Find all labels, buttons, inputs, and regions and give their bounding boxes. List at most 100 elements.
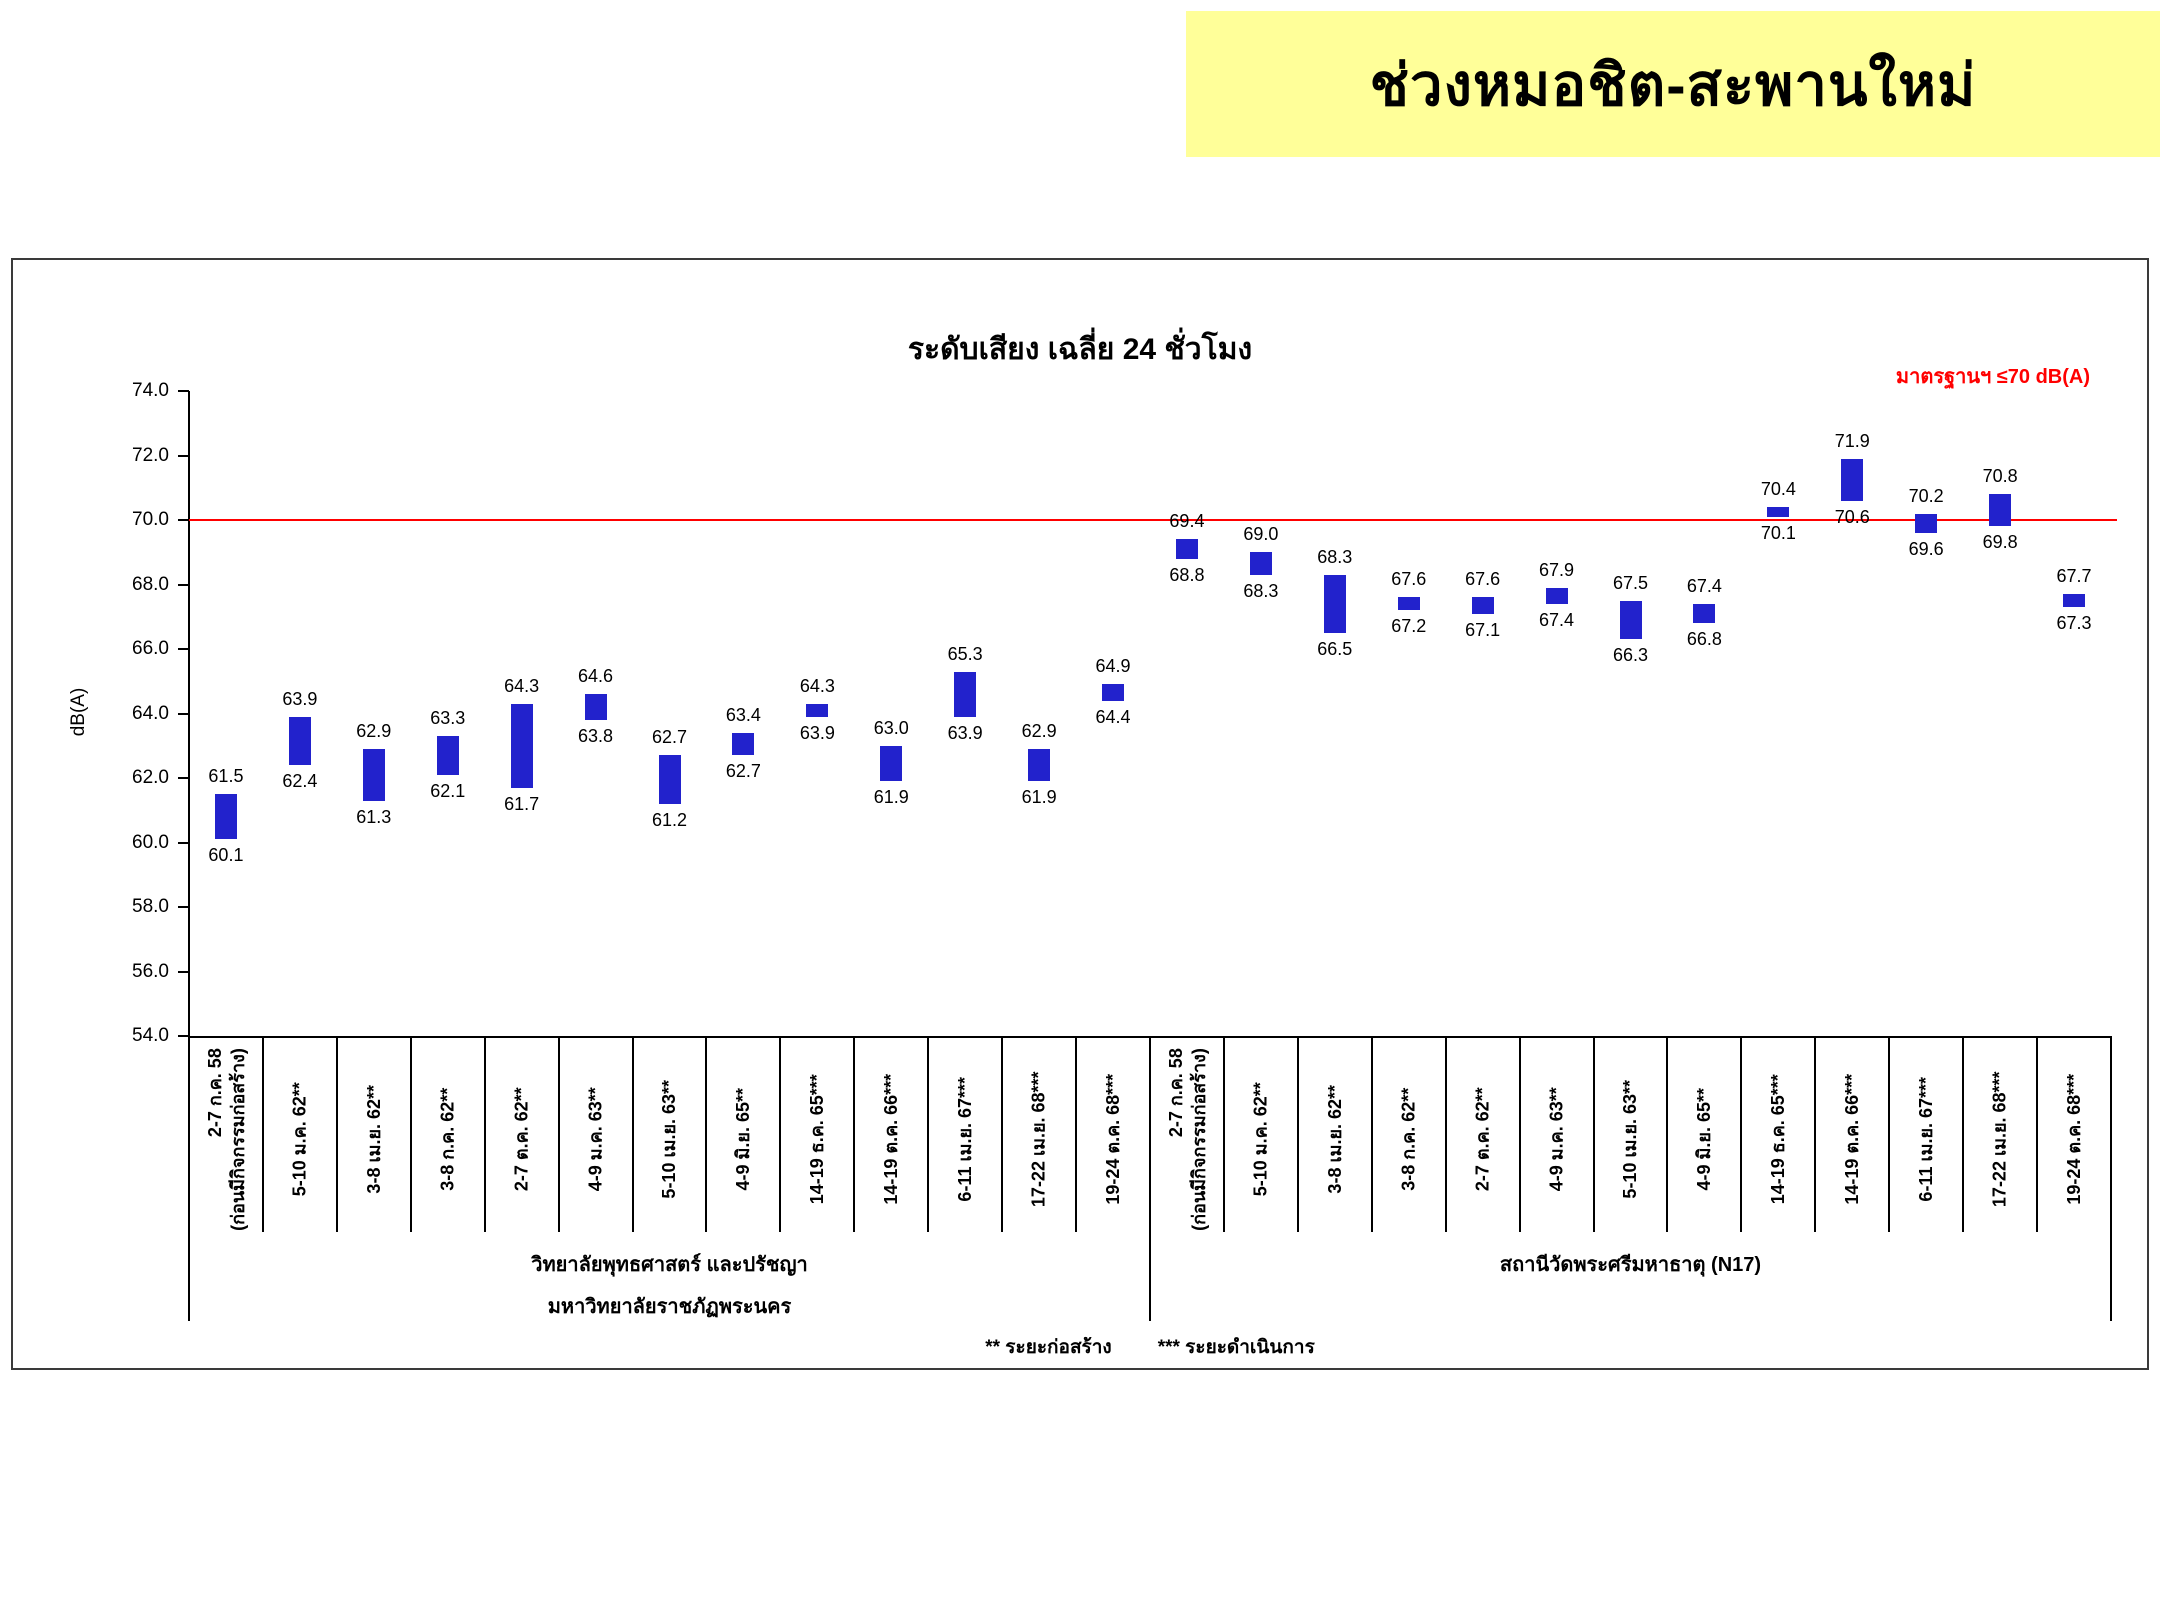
range-bar [1471, 597, 1494, 614]
x-category-label: 3-8 เม.ย. 62** [363, 1084, 384, 1194]
category-separator [1888, 1036, 1890, 1232]
bar-max-label: 67.7 [2056, 566, 2092, 587]
range-bar [2063, 594, 2086, 608]
bar-max-label: 70.2 [1908, 485, 1944, 506]
x-category-label: 17-22 เม.ย. 68*** [1989, 1071, 2010, 1207]
y-tick-mark [178, 519, 189, 521]
category-separator [927, 1036, 929, 1232]
footnote: ** ระยะก่อสร้าง *** ระยะดำเนินการ [189, 1332, 2111, 1362]
bar-max-label: 62.9 [356, 720, 392, 741]
bar-min-label: 60.1 [208, 845, 244, 866]
bar-max-label: 62.7 [651, 727, 688, 748]
range-bar [1693, 603, 1716, 624]
bar-min-label: 63.8 [578, 725, 614, 746]
bar-max-label: 67.5 [1612, 572, 1649, 593]
y-tick-label: 60.0 [132, 831, 169, 853]
x-category-cell: 14-19 ต.ค. 66*** [854, 1040, 928, 1238]
bar-min-label: 61.7 [504, 793, 540, 814]
bar-min-label: 61.9 [1021, 787, 1057, 808]
x-category-cell: 14-19 ธ.ค. 65*** [1741, 1040, 1815, 1238]
y-tick-label: 56.0 [132, 960, 169, 982]
bar-min-label: 70.1 [1760, 522, 1796, 543]
y-tick-mark [178, 777, 189, 779]
range-bar [584, 694, 607, 720]
x-category-label: 6-11 เม.ย. 67*** [1915, 1076, 1936, 1202]
x-category-label: 14-19 ธ.ค. 65*** [807, 1073, 828, 1205]
y-tick-label: 62.0 [132, 767, 169, 788]
bar-max-label: 63.3 [430, 708, 466, 729]
category-separator [632, 1036, 634, 1232]
y-tick-label: 72.0 [132, 444, 169, 466]
category-separator [779, 1036, 781, 1232]
y-tick-mark [178, 970, 189, 973]
bar-min-label: 67.3 [2056, 613, 2092, 634]
category-separator [1593, 1036, 1595, 1232]
x-category-cell: 6-11 เม.ย. 67*** [1889, 1040, 1963, 1238]
y-axis-title: dB(A) [68, 687, 89, 737]
bar-max-label: 69.0 [1243, 524, 1279, 545]
range-bar [1323, 574, 1346, 633]
range-bar [954, 671, 977, 717]
bar-min-label: 67.4 [1539, 609, 1575, 630]
y-tick-label: 64.0 [132, 702, 169, 724]
category-separator [1519, 1036, 1521, 1232]
range-bar [214, 794, 237, 840]
category-separator [1814, 1036, 1816, 1232]
x-category-label: 3-8 ก.ค. 62** [1398, 1087, 1419, 1191]
bar-max-label: 65.3 [947, 643, 983, 664]
y-tick-label: 70.0 [132, 509, 169, 530]
range-bar [806, 703, 829, 717]
x-category-cell: 3-8 เม.ย. 62** [337, 1040, 411, 1238]
category-separator [1962, 1036, 1964, 1232]
range-bar [880, 745, 903, 782]
x-category-label: 4-9 มิ.ย. 65** [1694, 1087, 1715, 1191]
x-category-label: 14-19 ต.ค. 66*** [1842, 1073, 1863, 1205]
y-tick-label: 66.0 [132, 638, 169, 659]
bar-min-label: 66.3 [1612, 645, 1649, 666]
chart-title: ระดับเสียง เฉลี่ย 24 ชั่วโมง [907, 333, 1253, 366]
x-category-label: 5-10 ม.ค. 62** [1250, 1082, 1271, 1196]
x-category-cell: 19-24 ต.ค. 68*** [1076, 1040, 1150, 1238]
bar-max-label: 67.9 [1539, 559, 1575, 580]
x-category-cell: 17-22 เม.ย. 68*** [1963, 1040, 2037, 1238]
range-bar [1028, 748, 1051, 782]
category-separator [1371, 1036, 1373, 1232]
x-category-cell: 14-19 ธ.ค. 65*** [780, 1040, 854, 1238]
bar-min-label: 70.6 [1834, 506, 1870, 527]
x-category-label: 2-7 ก.ค. 58 (ก่อนมีกิจกรรมก่อสร้าง) [204, 1047, 247, 1231]
section-banner-title: ช่วงหมอชิต-สะพานใหม่ [1369, 52, 1977, 118]
x-category-cell: 5-10 ม.ค. 62** [263, 1040, 337, 1238]
bar-max-label: 69.4 [1169, 511, 1205, 532]
x-category-cell: 19-24 ต.ค. 68*** [2037, 1040, 2111, 1238]
footnote-operation: *** ระยะดำเนินการ [1157, 1337, 1315, 1358]
bar-min-label: 67.2 [1391, 616, 1427, 637]
bar-max-label: 67.6 [1391, 569, 1427, 590]
bar-max-label: 64.3 [504, 675, 540, 696]
bar-max-label: 64.3 [799, 675, 835, 696]
bar-max-label: 68.3 [1317, 546, 1353, 567]
chart-frame [11, 258, 2149, 1370]
y-tick-mark [178, 906, 189, 908]
range-bar [1249, 552, 1272, 575]
bar-min-label: 69.8 [1982, 532, 2018, 553]
category-separator [1149, 1036, 1151, 1321]
bar-min-label: 61.9 [873, 787, 909, 808]
category-separator [484, 1036, 486, 1232]
group-label: มหาวิทยาลัยราชภัฏพระนคร [547, 1296, 792, 1318]
bar-max-label: 71.9 [1834, 430, 1870, 451]
x-category-label: 5-10 เม.ย. 63** [659, 1079, 680, 1199]
bar-max-label: 63.9 [282, 688, 318, 709]
y-tick-label: 54.0 [132, 1025, 169, 1046]
x-category-label: 5-10 ม.ค. 62** [289, 1082, 310, 1196]
category-separator [2110, 1036, 2112, 1321]
x-category-cell: 5-10 ม.ค. 62** [1224, 1040, 1298, 1238]
bar-min-label: 64.4 [1095, 706, 1131, 727]
range-bar [436, 736, 459, 775]
x-category-cell: 14-19 ต.ค. 66*** [1815, 1040, 1889, 1238]
x-category-cell: 4-9 มิ.ย. 65** [1667, 1040, 1741, 1238]
range-bar [1102, 684, 1125, 701]
bar-max-label: 67.4 [1686, 575, 1722, 596]
bar-max-label: 62.9 [1021, 720, 1057, 741]
x-category-cell: 2-7 ต.ค. 62** [485, 1040, 559, 1238]
